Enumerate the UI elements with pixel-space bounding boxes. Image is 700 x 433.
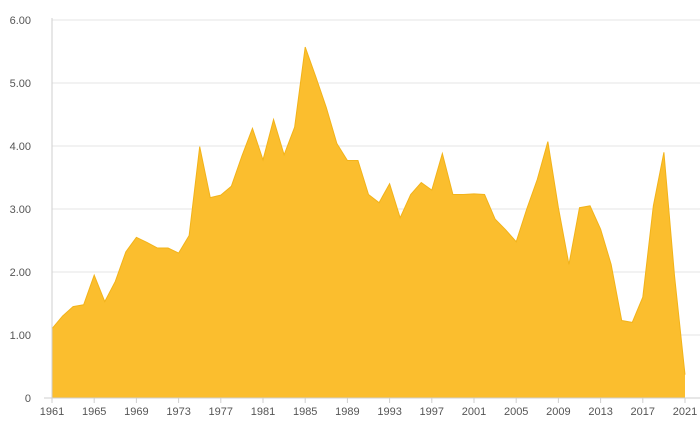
area-series-line bbox=[51, 46, 686, 375]
x-tick-label: 2013 bbox=[588, 406, 612, 418]
x-tick-label: 1985 bbox=[293, 406, 317, 418]
y-tick-label: 3.00 bbox=[10, 204, 31, 216]
x-tick-label: 2017 bbox=[631, 406, 655, 418]
x-tick-label: 2001 bbox=[462, 406, 486, 418]
y-tick-label: 1.00 bbox=[10, 330, 31, 342]
x-tick-label: 1973 bbox=[166, 406, 190, 418]
x-tick-label: 1997 bbox=[420, 406, 444, 418]
y-tick-label: 5.00 bbox=[10, 78, 31, 90]
x-tick-label: 1977 bbox=[209, 406, 233, 418]
x-tick-label: 1993 bbox=[377, 406, 401, 418]
x-tick-label: 1965 bbox=[82, 406, 106, 418]
area-series-fill bbox=[52, 47, 685, 399]
y-tick-label: 6.00 bbox=[10, 15, 31, 27]
y-axis-ticks: 0 1.00 2.00 3.00 4.00 5.00 6.00 bbox=[10, 15, 31, 405]
y-tick-label: 0 bbox=[25, 393, 31, 405]
x-tick-label: 1969 bbox=[124, 406, 148, 418]
x-tick-label: 1989 bbox=[335, 406, 359, 418]
x-tick-label: 2009 bbox=[546, 406, 570, 418]
plot-area bbox=[51, 46, 686, 399]
y-tick-label: 2.00 bbox=[10, 267, 31, 279]
y-tick-label: 4.00 bbox=[10, 141, 31, 153]
x-axis-ticks: 1961 1965 1969 1973 1977 1981 1985 1989 1993 1997… bbox=[40, 398, 697, 418]
x-tick-label: 1961 bbox=[40, 406, 64, 418]
axes bbox=[44, 18, 700, 399]
x-tick-label: 1981 bbox=[251, 406, 275, 418]
x-tick-label: 2021 bbox=[673, 406, 697, 418]
x-tick-label: 2005 bbox=[504, 406, 528, 418]
